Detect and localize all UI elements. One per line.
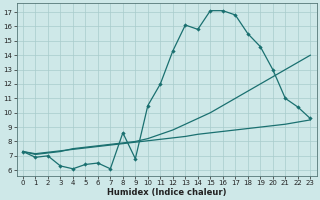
X-axis label: Humidex (Indice chaleur): Humidex (Indice chaleur) [107,188,226,197]
